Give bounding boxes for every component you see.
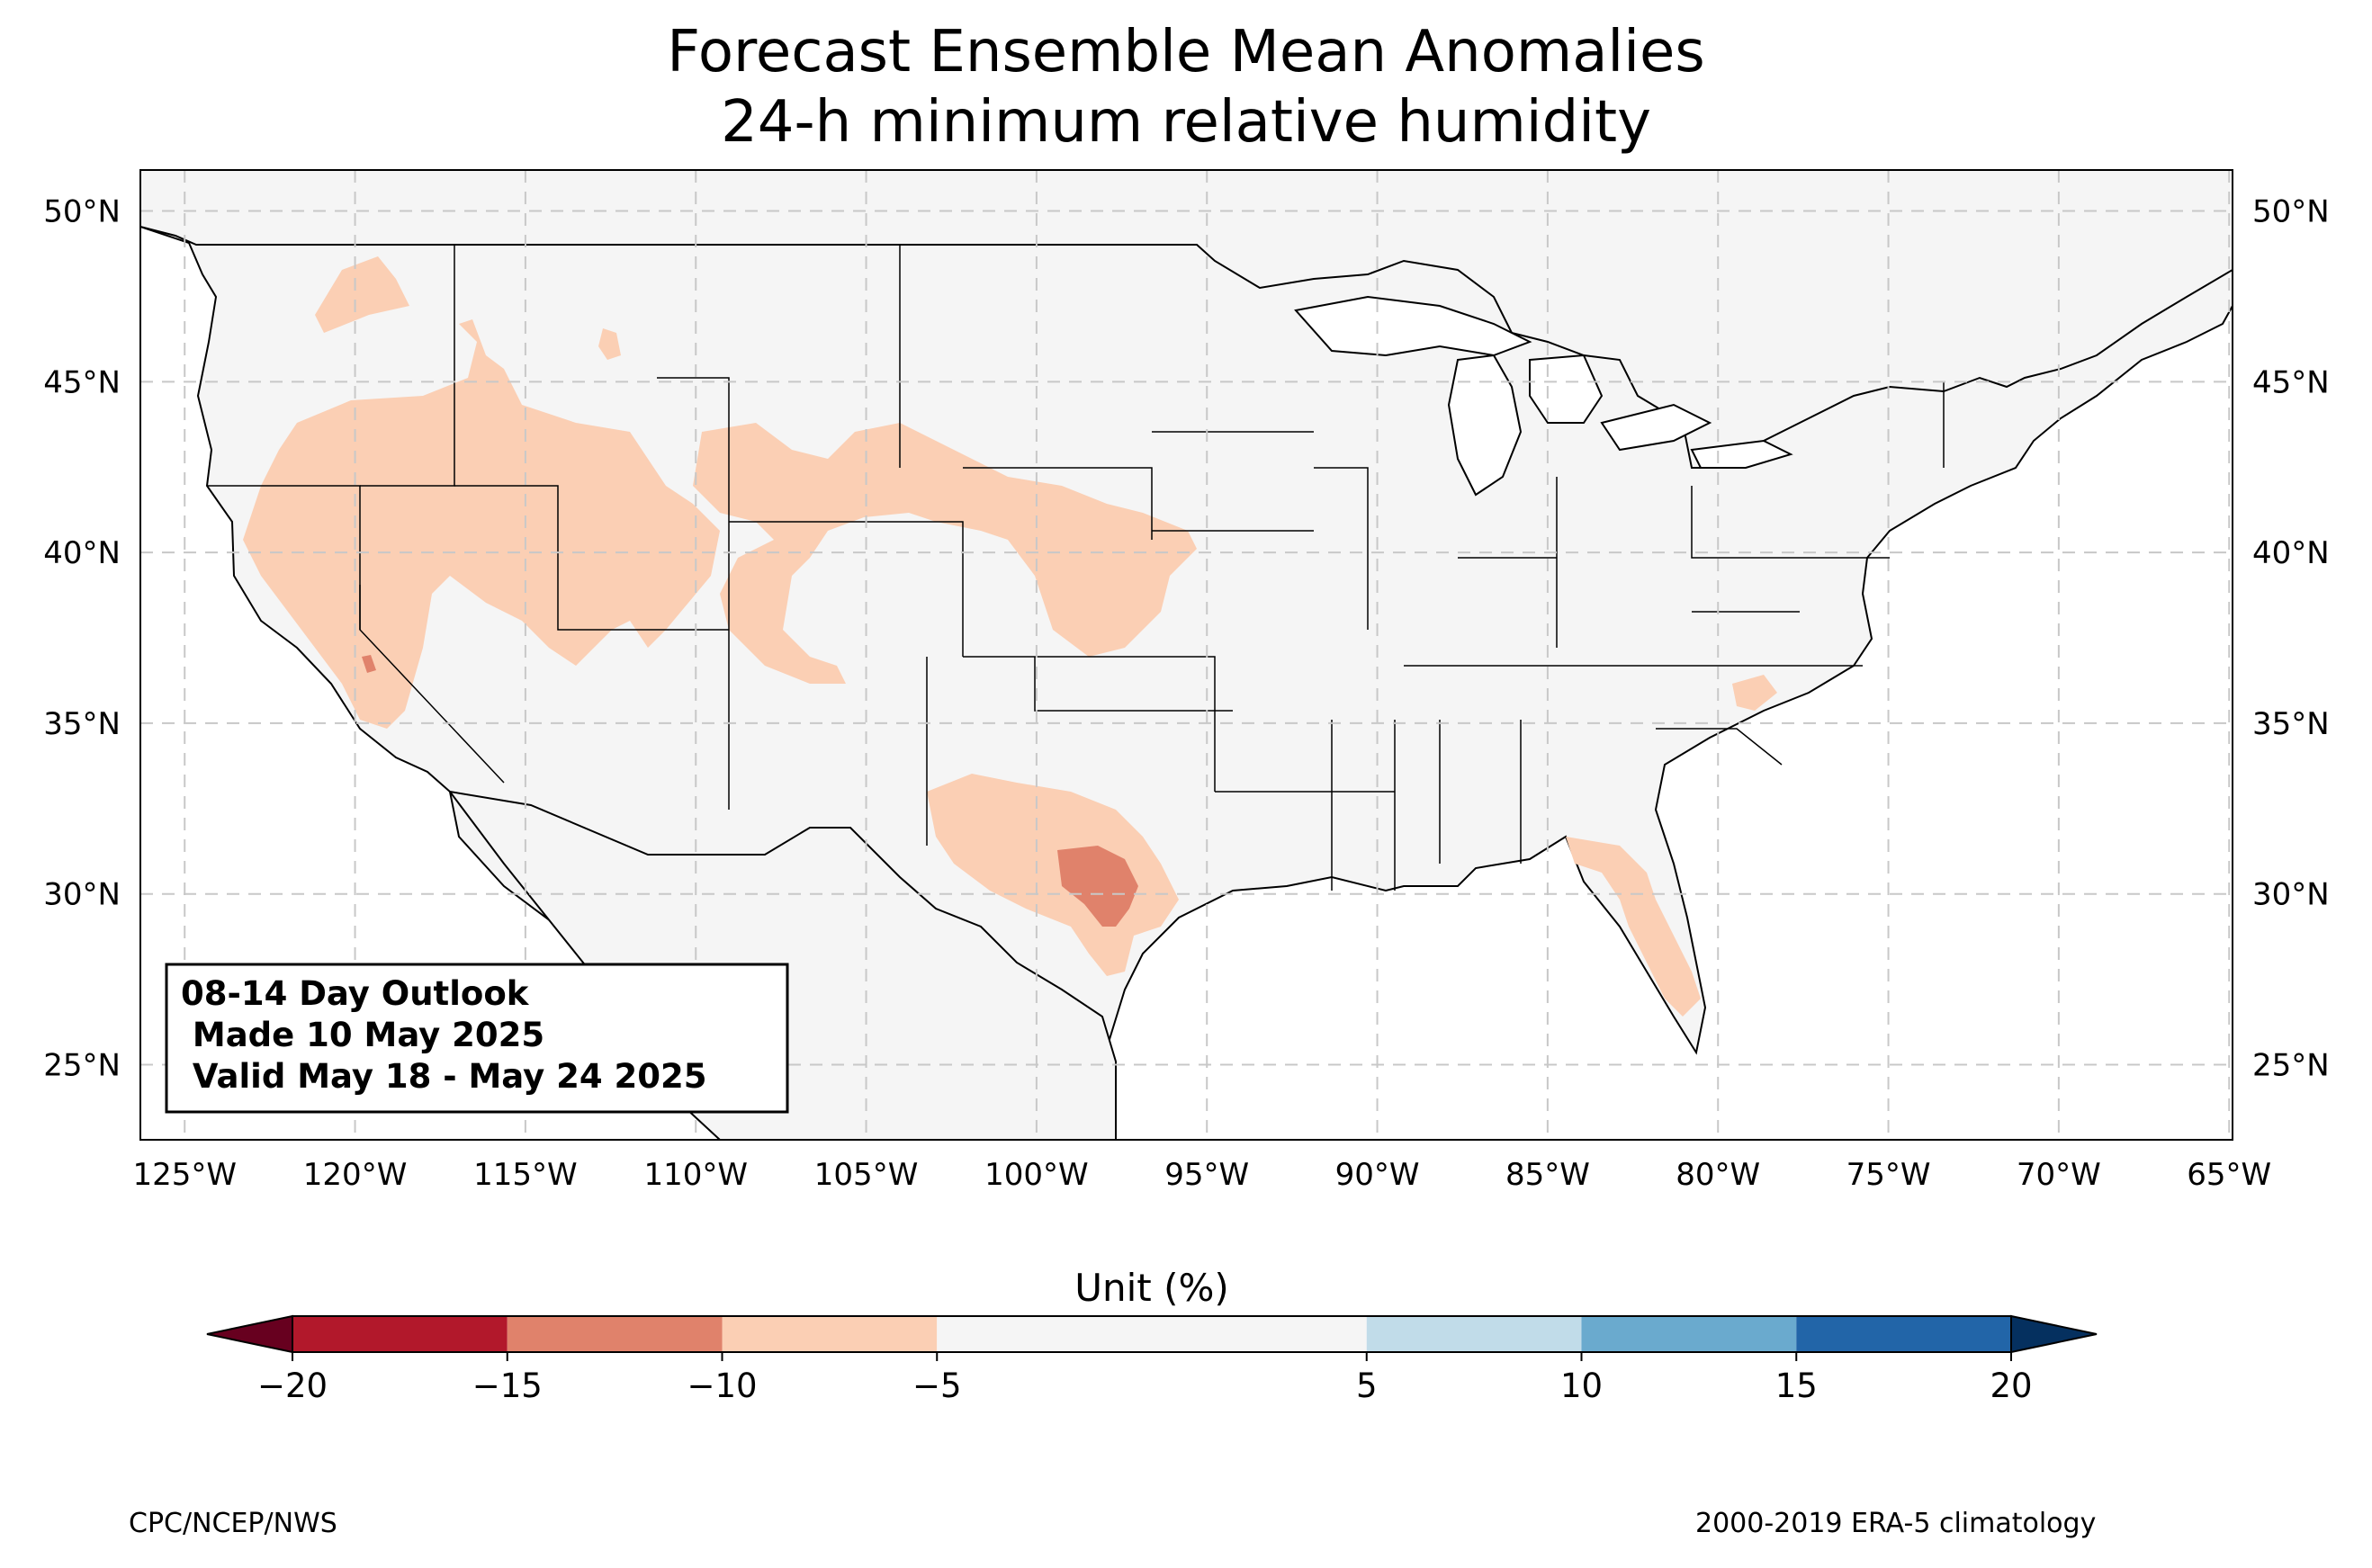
lon-tick-label: 120°W: [303, 1157, 408, 1193]
lon-tick-label: 125°W: [132, 1157, 237, 1193]
colorbar-bin: [722, 1316, 938, 1352]
lon-tick-label: 115°W: [473, 1157, 578, 1193]
lat-tick-label: 35°N: [2252, 706, 2330, 742]
colorbar-bin: [507, 1316, 723, 1352]
lon-tick-label: 75°W: [1846, 1157, 1931, 1193]
anomaly-class-minus10-minus5: [243, 256, 1777, 1017]
colorbar-tick-label: 15: [1775, 1366, 1818, 1405]
colorbar-tick-label: −20: [257, 1366, 328, 1405]
colorbar-bin: [1366, 1316, 1582, 1352]
lon-tick-label: 70°W: [2017, 1157, 2101, 1193]
colorbar-tick-label: 5: [1356, 1366, 1378, 1405]
lon-tick-label: 110°W: [643, 1157, 748, 1193]
climatology-credit: 2000-2019 ERA-5 climatology: [1695, 1508, 2097, 1539]
lon-tick-label: 100°W: [984, 1157, 1089, 1193]
great-lakes: [1294, 295, 1793, 497]
lat-tick-label: 25°N: [43, 1047, 121, 1083]
colorbar-tick-label: 10: [1560, 1366, 1603, 1405]
colorbar-bin: [1581, 1316, 1797, 1352]
state-boundaries: [207, 245, 1945, 891]
lat-tick-label: 30°N: [43, 877, 121, 913]
outlook-period: 08-14 Day Outlook: [181, 974, 530, 1013]
lat-tick-label: 30°N: [2252, 877, 2330, 913]
colorbar-tick-label: 20: [1990, 1366, 2032, 1405]
colorbar-tick-label: −10: [687, 1366, 757, 1405]
anomaly-class-minus15-minus10: [362, 655, 1138, 927]
lon-tick-label: 90°W: [1335, 1157, 1420, 1193]
colorbar-tick-label: −15: [472, 1366, 543, 1405]
lon-tick-label: 65°W: [2187, 1157, 2271, 1193]
outlook-info-box: 08-14 Day Outlook Made 10 May 2025 Valid…: [165, 963, 789, 1114]
lat-tick-label: 40°N: [43, 535, 121, 571]
map-title-line-1: Forecast Ensemble Mean Anomalies: [667, 19, 1705, 85]
colorbar-outline: [292, 1315, 2012, 1353]
source-credit: CPC/NCEP/NWS: [129, 1508, 337, 1539]
longitude-labels: 125°W 120°W 115°W 110°W 105°W 100°W 95°W 90°W 85…: [132, 1157, 2271, 1193]
lat-tick-label: 35°N: [43, 706, 121, 742]
colorbar-bin: [292, 1316, 508, 1352]
lat-tick-label: 50°N: [2252, 194, 2330, 230]
colorbar-bin: [1796, 1316, 2011, 1352]
lat-tick-label: 45°N: [43, 364, 121, 400]
colorbar-extend-over: [2010, 1314, 2098, 1354]
colorbar-label: Unit (%): [1074, 1266, 1229, 1310]
outlook-made-date: Made 10 May 2025: [181, 1016, 544, 1054]
lon-tick-label: 80°W: [1676, 1157, 1760, 1193]
latitude-labels-left: 50°N 45°N 40°N 35°N 30°N 25°N: [43, 194, 121, 1084]
colorbar-bin: [937, 1316, 1367, 1352]
latitude-labels-right: 50°N 45°N 40°N 35°N 30°N 25°N: [2252, 194, 2330, 1084]
colorbar: Unit (%) −20 −15 −10 −5 5 10 15 20: [206, 1266, 2098, 1405]
colorbar-tick-label: −5: [912, 1366, 962, 1405]
lon-tick-label: 95°W: [1164, 1157, 1249, 1193]
outlook-valid-range: Valid May 18 - May 24 2025: [181, 1057, 706, 1096]
lon-tick-label: 85°W: [1505, 1157, 1590, 1193]
colorbar-extend-under: [206, 1314, 293, 1354]
lat-tick-label: 50°N: [43, 194, 121, 230]
map-title-line-2: 24-h minimum relative humidity: [721, 89, 1651, 156]
lon-tick-label: 105°W: [814, 1157, 919, 1193]
lat-tick-label: 25°N: [2252, 1047, 2330, 1083]
map-border: [139, 169, 2233, 1141]
lat-tick-label: 40°N: [2252, 535, 2330, 571]
lat-tick-label: 45°N: [2252, 364, 2330, 400]
